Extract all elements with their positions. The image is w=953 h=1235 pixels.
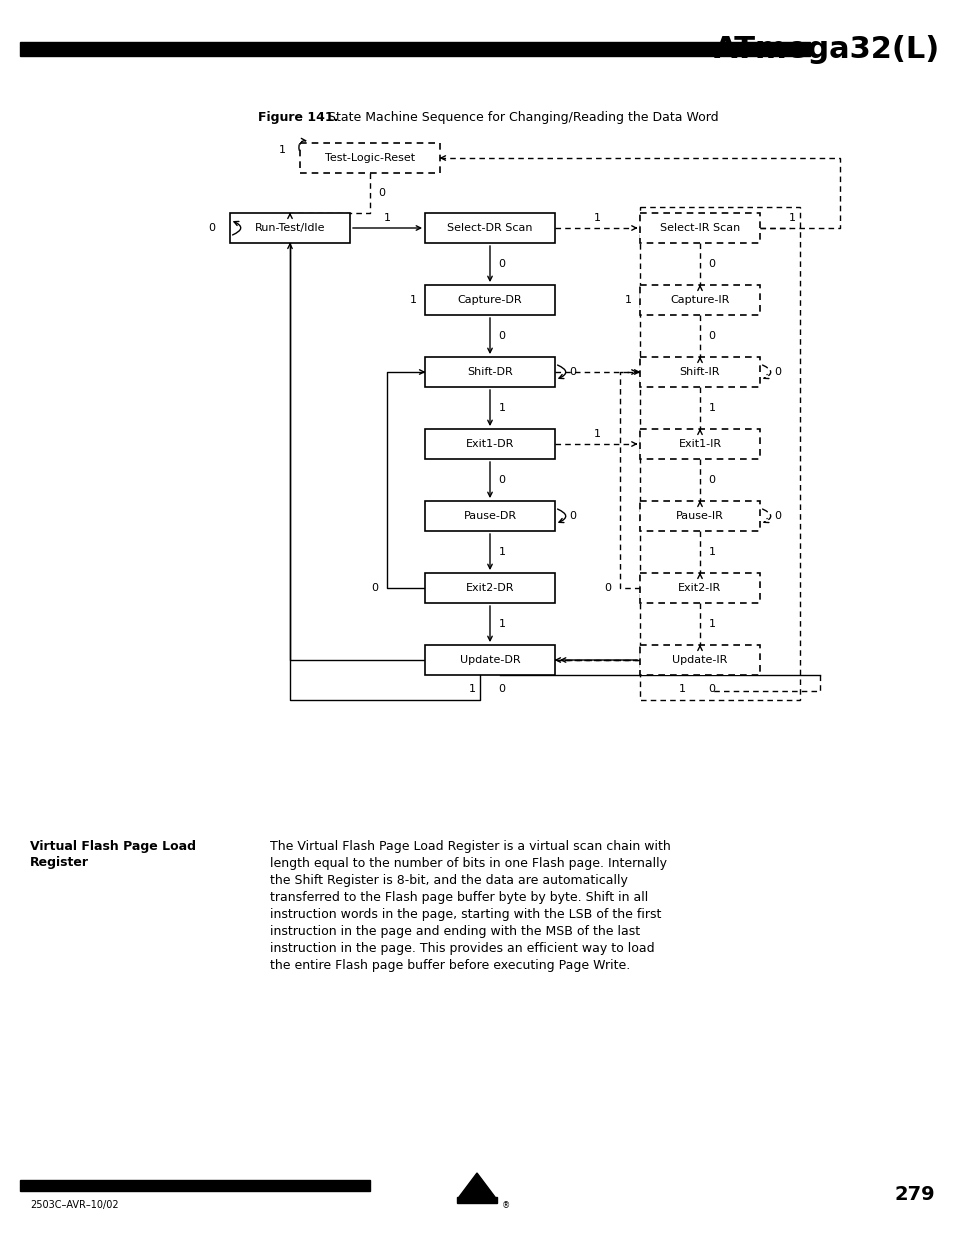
Text: Update-DR: Update-DR (459, 655, 519, 664)
Text: 1: 1 (468, 684, 475, 694)
Text: Run-Test/Idle: Run-Test/Idle (254, 224, 325, 233)
FancyArrowPatch shape (298, 138, 305, 151)
Bar (424, 357, 555, 387)
Text: ®: ® (501, 1200, 510, 1210)
Text: 0: 0 (708, 331, 715, 341)
Text: 0: 0 (498, 475, 505, 485)
Text: 1: 1 (498, 403, 505, 412)
Bar (639, 207, 800, 700)
Text: 0: 0 (569, 511, 576, 521)
Text: 0: 0 (774, 511, 781, 521)
Text: Shift-IR: Shift-IR (679, 367, 720, 377)
Text: Pause-IR: Pause-IR (676, 511, 723, 521)
Bar (639, 285, 760, 315)
Bar (230, 212, 350, 243)
Text: Capture-DR: Capture-DR (457, 295, 521, 305)
Text: 0: 0 (498, 259, 505, 269)
Text: length equal to the number of bits in one Flash page. Internally: length equal to the number of bits in on… (270, 857, 666, 869)
Text: 0: 0 (498, 331, 505, 341)
Text: 1: 1 (788, 212, 795, 224)
Text: instruction in the page. This provides an efficient way to load: instruction in the page. This provides a… (270, 942, 654, 955)
Bar (424, 645, 555, 676)
Text: 2503C–AVR–10/02: 2503C–AVR–10/02 (30, 1200, 118, 1210)
Bar (20, 42, 809, 56)
Bar (299, 143, 439, 173)
Text: Exit2-DR: Exit2-DR (465, 583, 514, 593)
Bar (424, 501, 555, 531)
FancyArrowPatch shape (557, 366, 565, 379)
Text: 279: 279 (893, 1186, 934, 1204)
Text: 1: 1 (678, 684, 685, 694)
Text: 1: 1 (708, 619, 715, 629)
Text: The Virtual Flash Page Load Register is a virtual scan chain with: The Virtual Flash Page Load Register is … (270, 840, 670, 853)
Text: 1: 1 (384, 212, 391, 224)
Text: 1: 1 (708, 547, 715, 557)
Bar (424, 212, 555, 243)
Bar (456, 1197, 497, 1203)
Text: 0: 0 (569, 367, 576, 377)
Text: Pause-DR: Pause-DR (463, 511, 516, 521)
Text: 0: 0 (708, 259, 715, 269)
Text: Test-Logic-Reset: Test-Logic-Reset (325, 153, 415, 163)
Text: 1: 1 (594, 429, 600, 438)
FancyArrowPatch shape (761, 509, 770, 522)
Text: 0: 0 (371, 583, 378, 593)
Text: instruction words in the page, starting with the LSB of the first: instruction words in the page, starting … (270, 908, 660, 921)
Text: 1: 1 (409, 295, 416, 305)
Text: transferred to the Flash page buffer byte by byte. Shift in all: transferred to the Flash page buffer byt… (270, 890, 648, 904)
Text: 0: 0 (378, 188, 385, 198)
Bar (639, 645, 760, 676)
Text: Select-DR Scan: Select-DR Scan (447, 224, 532, 233)
Text: 1: 1 (498, 547, 505, 557)
Polygon shape (458, 1173, 495, 1197)
Bar (639, 357, 760, 387)
Text: the entire Flash page buffer before executing Page Write.: the entire Flash page buffer before exec… (270, 960, 630, 972)
Bar (639, 501, 760, 531)
Text: 1: 1 (498, 619, 505, 629)
FancyArrowPatch shape (557, 509, 565, 522)
Text: Exit1-IR: Exit1-IR (678, 438, 720, 450)
Bar (639, 573, 760, 603)
Text: Update-IR: Update-IR (672, 655, 727, 664)
Text: instruction in the page and ending with the MSB of the last: instruction in the page and ending with … (270, 925, 639, 939)
Text: Select-IR Scan: Select-IR Scan (659, 224, 740, 233)
Text: 1: 1 (594, 212, 600, 224)
Bar (424, 285, 555, 315)
Text: 0: 0 (498, 684, 505, 694)
Text: 0: 0 (708, 684, 715, 694)
Bar (424, 429, 555, 459)
Bar (639, 429, 760, 459)
FancyArrowPatch shape (761, 366, 770, 379)
Text: 0: 0 (209, 224, 215, 233)
Text: Figure 141.: Figure 141. (257, 110, 338, 124)
FancyArrowPatch shape (233, 221, 240, 235)
Text: Exit1-DR: Exit1-DR (465, 438, 514, 450)
Text: Shift-DR: Shift-DR (467, 367, 513, 377)
Bar (20, 1179, 370, 1191)
Text: Capture-IR: Capture-IR (670, 295, 729, 305)
Text: the Shift Register is 8-bit, and the data are automatically: the Shift Register is 8-bit, and the dat… (270, 874, 627, 887)
Text: 0: 0 (774, 367, 781, 377)
Text: Exit2-IR: Exit2-IR (678, 583, 720, 593)
Text: 0: 0 (708, 475, 715, 485)
Text: 1: 1 (708, 403, 715, 412)
Text: Virtual Flash Page Load: Virtual Flash Page Load (30, 840, 195, 853)
Text: Register: Register (30, 856, 89, 869)
Text: 1: 1 (278, 144, 285, 156)
Text: 1: 1 (624, 295, 631, 305)
Text: ATmega32(L): ATmega32(L) (713, 35, 939, 63)
Text: 0: 0 (604, 583, 611, 593)
Bar (639, 212, 760, 243)
Bar (424, 573, 555, 603)
Text: State Machine Sequence for Changing/Reading the Data Word: State Machine Sequence for Changing/Read… (328, 110, 718, 124)
